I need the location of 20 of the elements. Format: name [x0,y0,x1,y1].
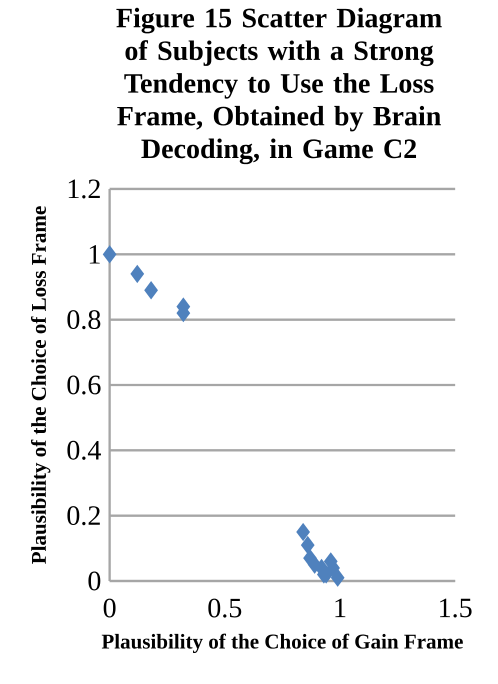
point [330,568,344,587]
point [144,281,158,300]
y-tick-label: 0.6 [67,375,100,395]
x-tick-label: 1 [335,598,346,618]
x-tick-label: 0 [104,598,116,618]
y-tick-label: 1 [90,245,100,264]
point [296,523,310,541]
point [102,245,116,264]
y-tick-label: 1.2 [68,179,100,198]
x-tick-label: 1.5 [440,598,472,618]
y-tick-label: 0.4 [67,440,101,460]
x-tick-label: 0.5 [208,598,242,618]
y-tick-label: 0.2 [67,506,100,526]
y-axis-title: Plausibility of the Choice of Loss Frame [30,206,50,564]
y-tick-label: 0 [88,572,100,590]
point [130,265,144,283]
y-tick-label: 0.8 [67,310,100,330]
x-axis-title: Plausibility of the Choice of Gain Frame [102,634,463,654]
point [300,536,314,554]
chart-title: Figure 15 Scatter Diagram of Subjects with a Strong Tendency to Use the Loss Frame, Obtained by Brain Decoding, in Game C2 [116,8,442,164]
